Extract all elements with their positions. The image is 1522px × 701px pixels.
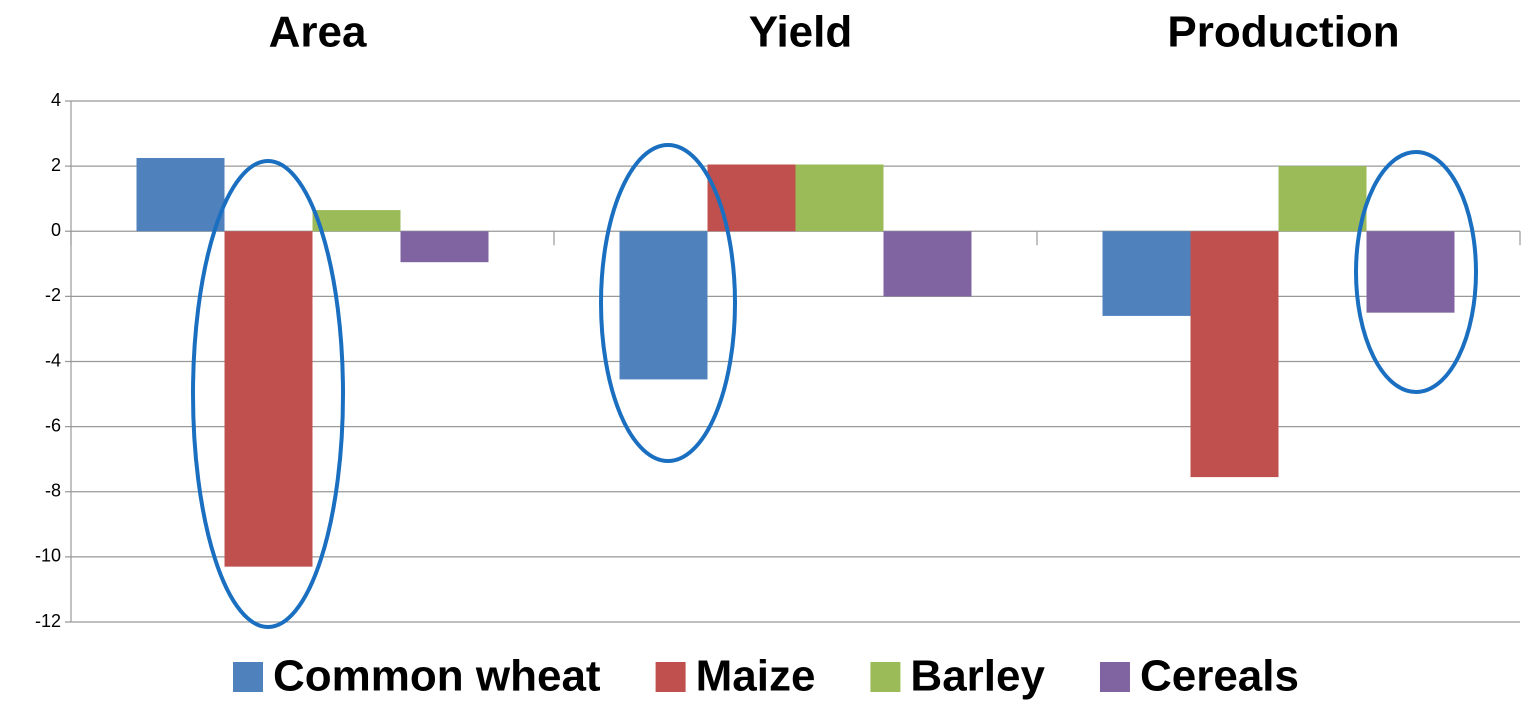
bar	[1278, 166, 1367, 232]
category-label: Yield	[749, 8, 853, 57]
bar	[400, 231, 489, 263]
bar	[1102, 231, 1191, 316]
y-tick-label: -6	[45, 415, 61, 435]
bar	[707, 164, 796, 232]
y-tick-label: 0	[51, 220, 61, 240]
y-tick-label: -12	[35, 611, 61, 631]
plot-area: -12 -10 -8 -6 -4 -2 0 2 4 Area Yield Production	[35, 8, 1521, 631]
y-tick-label: -10	[35, 546, 61, 566]
highlight-ellipse	[191, 159, 345, 629]
bar	[136, 157, 225, 232]
legend: Common wheat Maize Barley Cereals	[233, 652, 1299, 701]
bar	[619, 231, 708, 380]
highlight-ellipse	[1354, 150, 1478, 394]
legend-swatch	[870, 662, 901, 692]
bar	[795, 164, 884, 232]
legend-label: Barley	[910, 652, 1045, 701]
legend-label: Common wheat	[273, 652, 601, 701]
legend-swatch	[655, 662, 686, 692]
legend-swatch	[1099, 662, 1130, 692]
legend-label: Cereals	[1140, 652, 1299, 701]
bar	[1366, 231, 1455, 313]
y-tick-label: -2	[45, 285, 61, 305]
y-tick-label: -8	[45, 481, 61, 501]
annotations	[191, 143, 1478, 629]
legend-label: Maize	[696, 652, 816, 701]
category-label: Production	[1167, 8, 1399, 57]
highlight-ellipse	[599, 143, 737, 463]
bar	[224, 231, 313, 567]
bar	[883, 231, 972, 297]
category-label: Area	[269, 8, 367, 57]
y-tick-label: -4	[45, 350, 61, 370]
y-tick-label: 2	[51, 155, 61, 175]
legend-swatch	[233, 662, 264, 692]
bar	[312, 210, 401, 232]
y-tick-label: 4	[51, 90, 61, 110]
bar	[1190, 231, 1279, 478]
